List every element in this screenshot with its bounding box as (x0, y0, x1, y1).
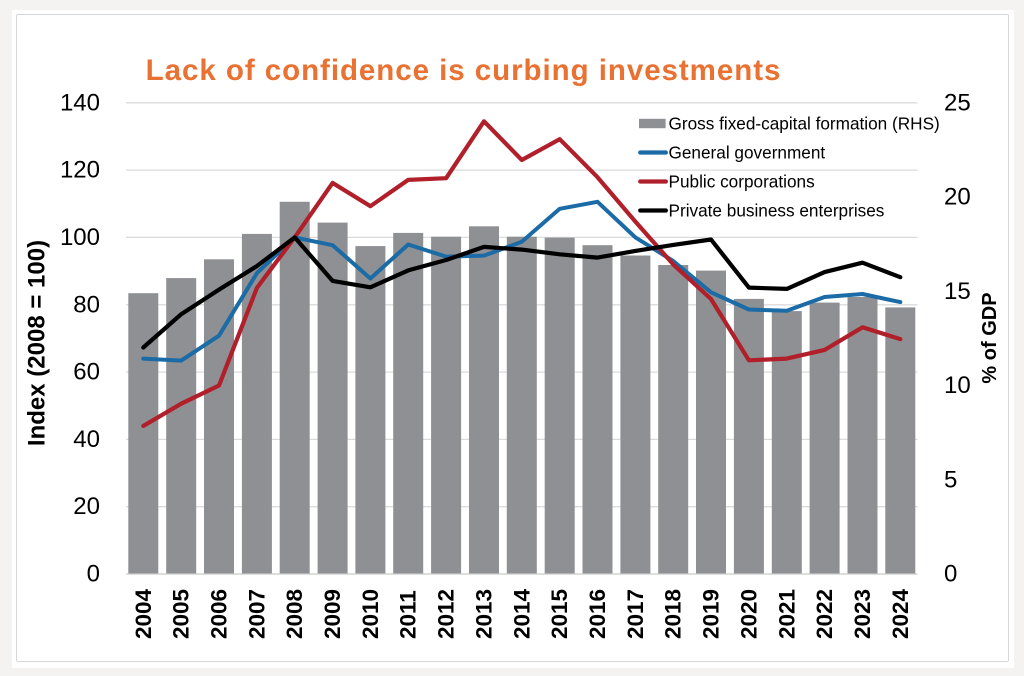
svg-text:2005: 2005 (169, 589, 194, 639)
svg-text:2018: 2018 (661, 589, 686, 639)
svg-text:2011: 2011 (396, 590, 421, 639)
svg-text:2023: 2023 (850, 589, 875, 639)
svg-text:2024: 2024 (888, 588, 913, 639)
svg-text:0: 0 (944, 561, 957, 588)
svg-text:Lack of confidence is curbing: Lack of confidence is curbing investment… (146, 54, 782, 87)
svg-text:15: 15 (944, 278, 971, 305)
svg-text:2016: 2016 (585, 589, 610, 639)
svg-text:80: 80 (73, 291, 100, 318)
svg-text:% of GDP: % of GDP (979, 292, 1001, 383)
svg-text:140: 140 (60, 89, 100, 116)
svg-text:20: 20 (944, 184, 971, 211)
svg-text:5: 5 (944, 466, 957, 493)
svg-text:2017: 2017 (623, 589, 648, 639)
svg-text:General government: General government (669, 143, 826, 163)
svg-text:2007: 2007 (244, 589, 269, 639)
svg-text:Public corporations: Public corporations (669, 172, 815, 192)
svg-text:100: 100 (60, 224, 100, 251)
svg-text:40: 40 (73, 426, 100, 453)
svg-text:20: 20 (73, 493, 100, 520)
svg-text:2010: 2010 (358, 589, 383, 639)
svg-text:120: 120 (60, 157, 100, 184)
svg-text:25: 25 (944, 89, 971, 116)
svg-text:2006: 2006 (207, 589, 232, 639)
svg-text:2013: 2013 (472, 589, 497, 639)
svg-text:2015: 2015 (547, 589, 572, 639)
svg-text:Private business enterprises: Private business enterprises (669, 201, 885, 221)
svg-text:2021: 2021 (774, 589, 799, 639)
svg-text:2019: 2019 (699, 589, 724, 639)
svg-text:2008: 2008 (282, 589, 307, 639)
svg-text:60: 60 (73, 359, 100, 386)
svg-text:2020: 2020 (736, 589, 761, 639)
svg-text:2009: 2009 (320, 589, 345, 639)
svg-text:Index (2008 = 100): Index (2008 = 100) (24, 240, 51, 446)
svg-text:2012: 2012 (434, 589, 459, 639)
svg-text:2004: 2004 (131, 588, 156, 639)
svg-text:Gross fixed-capital formation: Gross fixed-capital formation (RHS) (669, 114, 940, 134)
svg-text:0: 0 (87, 561, 100, 588)
svg-text:2014: 2014 (509, 588, 534, 639)
svg-text:10: 10 (944, 372, 971, 399)
svg-text:2022: 2022 (812, 589, 837, 639)
